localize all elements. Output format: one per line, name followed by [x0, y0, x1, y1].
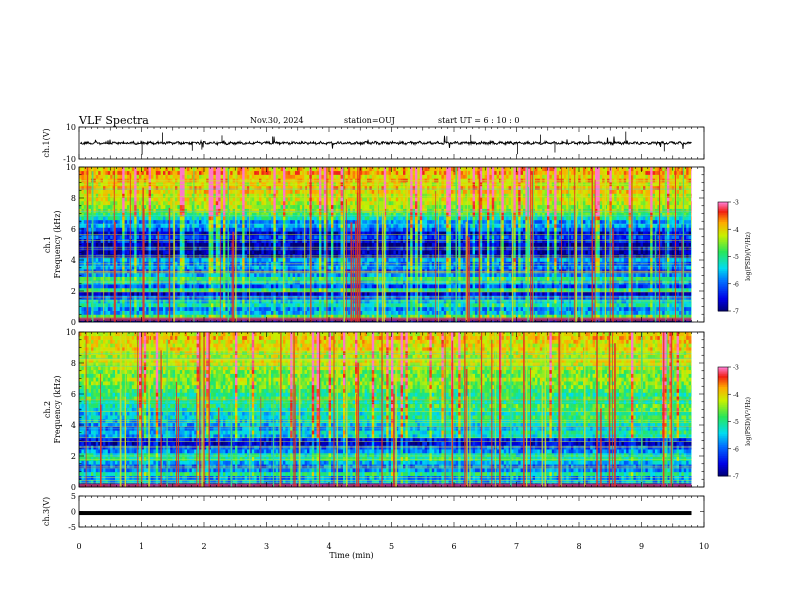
y-tick-label: 0: [71, 318, 76, 327]
y-tick-label: 4: [71, 421, 76, 430]
colorbar-tick-label: -7: [733, 474, 739, 481]
y-tick-label: 0: [71, 483, 76, 492]
ch1-waveform-panel: 10 -10 ch.1(V): [42, 123, 705, 164]
y-axis-label: ch.3(V): [42, 497, 51, 526]
x-tick-label: 9: [639, 542, 644, 551]
colorbar-tick-label: -4: [733, 227, 739, 234]
y-axis-label: ch.2: [43, 401, 52, 418]
colorbar-tick-label: -6: [733, 281, 739, 288]
colorbar-tick-label: -5: [733, 419, 739, 426]
y-tick-label: 10: [66, 163, 76, 172]
y-tick-label: 10: [66, 328, 76, 337]
y-tick-label: 4: [71, 256, 76, 265]
colorbar-label: log(PSD)(V²/Hz): [745, 232, 752, 281]
y-axis-label: ch.1: [43, 236, 52, 253]
time-axis: 0 1 2 3 4 5 6 7 8 9 10 Time (min): [76, 542, 709, 560]
y-tick-label: 2: [71, 452, 76, 461]
y-tick-label: 0: [71, 508, 76, 517]
y-tick-label: 6: [71, 225, 76, 234]
ch3-waveform-panel: 5 0 -5 ch.3(V): [42, 492, 705, 532]
y-tick-label: 10: [66, 123, 76, 132]
x-tick-label: 3: [264, 542, 269, 551]
colorbar-tick-label: -3: [733, 200, 739, 207]
x-tick-label: 1: [139, 542, 144, 551]
x-tick-label: 2: [201, 542, 206, 551]
y-tick-label: 8: [71, 194, 76, 203]
colorbar-tick-label: -4: [733, 392, 739, 399]
station-label: station=OUJ: [344, 116, 395, 125]
x-axis-label: Time (min): [329, 551, 373, 560]
y-axis-label: Frequency (kHz): [53, 375, 62, 443]
chart-title: VLF Spectra: [79, 114, 149, 127]
colorbar-tick-label: -3: [733, 365, 739, 372]
y-tick-label: 2: [71, 287, 76, 296]
x-tick-label: 7: [514, 542, 519, 551]
x-tick-label: 10: [699, 542, 709, 551]
date-label: Nov.30, 2024: [250, 116, 304, 125]
ch2-spectrogram-panel: 0 2 4 6 8 10 ch.2 Frequency (kHz): [43, 328, 705, 492]
y-axis-label: Frequency (kHz): [53, 210, 62, 278]
x-tick-label: 4: [326, 542, 331, 551]
ch2-colorbar: -3 -4 -5 -6 -7 log(PSD)(V²/Hz): [717, 365, 752, 481]
y-tick-label: 6: [71, 390, 76, 399]
y-tick-label: -5: [68, 523, 76, 532]
start-ut-label: start UT = 6 : 10 : 0: [438, 116, 519, 125]
ch1-spectrogram-panel: 0 2 4 6 8 10 ch.1 Frequency (kHz): [43, 163, 705, 327]
y-tick-label: 5: [71, 492, 76, 501]
y-tick-label: 8: [71, 359, 76, 368]
x-tick-label: 0: [76, 542, 81, 551]
colorbar-label: log(PSD)(V²/Hz): [745, 397, 752, 446]
colorbar-tick-label: -5: [733, 254, 739, 261]
y-axis-label: ch.1(V): [42, 128, 51, 157]
x-tick-label: 8: [576, 542, 581, 551]
colorbar-tick-label: -7: [733, 309, 739, 316]
y-tick-label: -10: [63, 155, 76, 164]
ch1-colorbar: -3 -4 -5 -6 -7 log(PSD)(V²/Hz): [717, 200, 752, 316]
x-tick-label: 6: [451, 542, 456, 551]
x-tick-label: 5: [389, 542, 394, 551]
colorbar-tick-label: -6: [733, 446, 739, 453]
